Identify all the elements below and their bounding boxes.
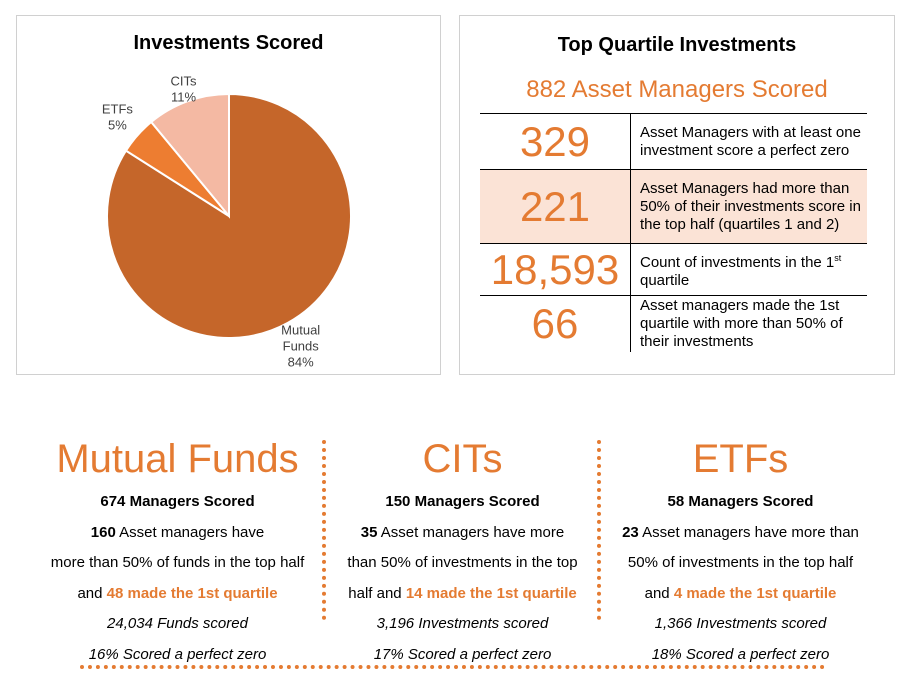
stat-number: 66 (531, 299, 579, 347)
desc-text: Count of investments in the 1 (640, 254, 835, 271)
top-quartile-title: Top Quartile Investments (557, 34, 797, 56)
first-quartile-highlight: 4 made the 1st quartile (673, 584, 837, 602)
items-scored: 1,366 Investments scored (654, 615, 827, 632)
table-row: 66 Asset managers made the 1st quartile … (480, 295, 867, 352)
summary-text: Asset managers have more than (638, 523, 859, 541)
table-row: 221 Asset Managers had more than 50% of … (480, 169, 867, 244)
items-scored: 3,196 Investments scored (376, 615, 549, 632)
perfect-zero-stat: 16% Scored a perfect zero (88, 645, 267, 663)
stat-description: Asset Managers had more than 50% of thei… (630, 169, 867, 244)
pie-chart-title: Investments Scored (133, 32, 324, 54)
pie-slice-cits (149, 92, 230, 219)
stat-number: 329 (519, 117, 591, 165)
section-title: CITs (422, 437, 503, 481)
summary-line: and 48 made the 1st quartile (30, 579, 325, 610)
asset-managers-scored: 882 Asset Managers Scored (526, 76, 828, 103)
summary-line: 35 Asset managers have more (325, 518, 600, 549)
perfect-zero-stat: 18% Scored a perfect zero (651, 645, 830, 663)
dotted-divider (80, 665, 825, 669)
manager-count: 35 (360, 523, 378, 541)
summary-line: 23 Asset managers have more than (603, 518, 878, 549)
stat-description: Asset Managers with at least one investm… (630, 113, 867, 170)
summary-line: more than 50% of funds in the top half (50, 554, 305, 571)
stat-number: 221 (480, 169, 631, 244)
perfect-zero-stat: 17% Scored a perfect zero (373, 645, 552, 663)
summary-line: than 50% of investments in the top (347, 554, 578, 571)
top-quartile-panel: Top Quartile Investments 882 Asset Manag… (459, 15, 895, 375)
stat-number: 18,593 (490, 245, 620, 293)
summary-text: half and (348, 584, 406, 602)
summary-text: and (77, 584, 107, 602)
manager-count: 160 (90, 523, 116, 541)
table-row: 18,593 Count of investments in the 1st q… (480, 243, 867, 296)
quartile-table: 329 Asset Managers with at least one inv… (480, 113, 867, 352)
section-title: Mutual Funds (56, 437, 299, 481)
summary-text: Asset managers have more (377, 523, 565, 541)
desc-superscript: st (834, 253, 842, 263)
mutual-funds-section: Mutual Funds 674 Managers Scored 160 Ass… (30, 437, 325, 670)
managers-scored: 150 Managers Scored (385, 493, 540, 510)
managers-scored: 674 Managers Scored (100, 493, 255, 510)
summary-line: half and 14 made the 1st quartile (325, 579, 600, 610)
summary-text: and (644, 584, 674, 602)
pie-chart-panel: Investments Scored Mutual Funds 84% ETFs 5% C… (16, 15, 441, 375)
pie-label-mutual-funds: Mutual Funds 84% (281, 322, 320, 369)
items-scored: 24,034 Funds scored (107, 615, 248, 632)
dotted-divider (597, 440, 601, 620)
section-title: ETFs (692, 437, 789, 481)
summary-text: Asset managers have (115, 523, 265, 541)
managers-scored: 58 Managers Scored (667, 493, 814, 510)
pie-chart: Mutual Funds 84% ETFs 5% CITs 11% (102, 74, 352, 369)
stat-description: Count of investments in the 1st quartile (630, 243, 867, 296)
desc-text: quartile (640, 272, 690, 289)
summary-line: 160 Asset managers have (30, 518, 325, 549)
first-quartile-highlight: 14 made the 1st quartile (405, 584, 577, 602)
stat-description: Asset managers made the 1st quartile wit… (630, 295, 867, 352)
pie-label-etfs: ETFs 5% (102, 102, 134, 133)
summary-line: and 4 made the 1st quartile (603, 579, 878, 610)
manager-count: 23 (622, 523, 639, 541)
cits-section: CITs 150 Managers Scored 35 Asset manage… (325, 437, 600, 670)
etfs-section: ETFs 58 Managers Scored 23 Asset manager… (603, 437, 878, 670)
dotted-divider (322, 440, 326, 620)
pie-label-cits: CITs 11% (171, 74, 198, 105)
summary-line: 50% of investments in the top half (627, 554, 854, 571)
first-quartile-highlight: 48 made the 1st quartile (106, 584, 278, 602)
table-row: 329 Asset Managers with at least one inv… (480, 113, 867, 170)
